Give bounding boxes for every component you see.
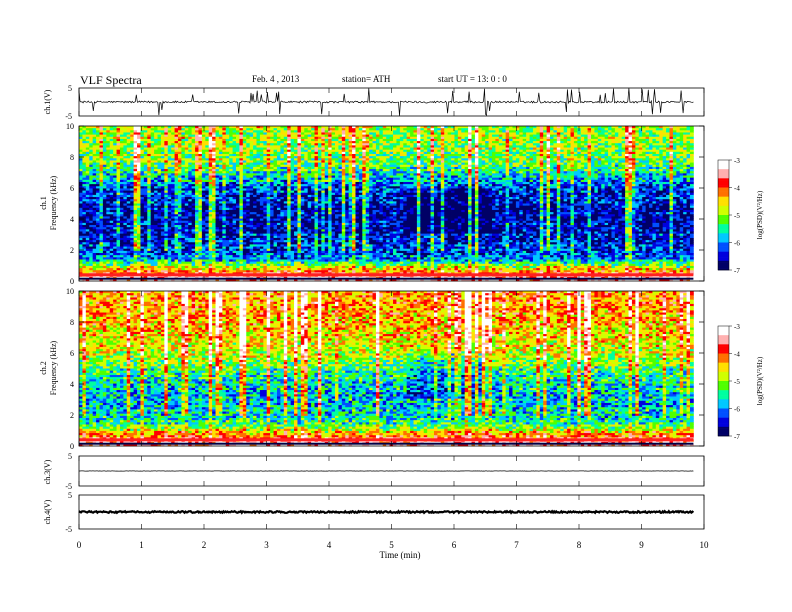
start-time-label: start UT = 13: 0 : 0: [438, 74, 507, 84]
chart-title: VLF Spectra: [80, 73, 142, 87]
ch1-waveform-panel: 5 -5 ch.1(V): [43, 84, 704, 121]
ch1-waveform-ylabel: ch.1(V): [43, 89, 52, 114]
waveform-line: [79, 88, 693, 116]
ch1-waveform-trace: [79, 88, 693, 116]
ch1-spectrogram-image: [79, 126, 694, 281]
date-label: Feb. 4 , 2013: [252, 74, 300, 84]
station-label: station= ATH: [342, 74, 391, 84]
ch1-ytick-top: 5: [68, 84, 72, 93]
ch1-ytick-bottom: -5: [65, 112, 72, 121]
